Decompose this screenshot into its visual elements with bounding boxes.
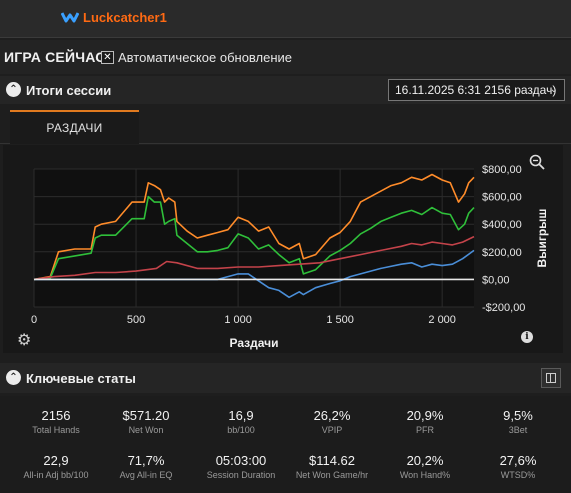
game-now-row: ИГРА СЕЙЧАС ✕ Автоматическое обновление bbox=[0, 40, 571, 74]
stat-value: 20,2% bbox=[406, 453, 444, 468]
x-tick-label: 1 500 bbox=[326, 314, 354, 326]
auto-update-checkbox[interactable]: ✕ bbox=[101, 51, 114, 64]
x-tick-label: 0 bbox=[31, 314, 37, 326]
stat-value: 2156 bbox=[41, 408, 71, 423]
stat-label: Net Won bbox=[128, 425, 164, 435]
key-stats-header: ⌃ Ключевые статы bbox=[0, 363, 571, 393]
y-tick-label: $400,00 bbox=[482, 219, 522, 231]
series-line-1 bbox=[33, 195, 475, 281]
collapse-stats-button[interactable]: ⌃ bbox=[6, 370, 21, 385]
y-tick-label: $0,00 bbox=[482, 274, 510, 286]
stat-value: 71,7% bbox=[127, 453, 165, 468]
gear-icon[interactable]: ⚙ bbox=[17, 332, 32, 349]
stat-value: 16,9 bbox=[228, 408, 254, 423]
stat-allin-adj: 22,9 All-in Adj bb/100 bbox=[9, 453, 103, 480]
stat-3bet: 9,5% 3Bet bbox=[471, 408, 565, 435]
plot-area bbox=[34, 169, 474, 307]
stat-label: All-in Adj bb/100 bbox=[23, 470, 89, 480]
stat-value: 9,5% bbox=[503, 408, 533, 423]
stat-value: 22,9 bbox=[43, 453, 69, 468]
stat-value: 26,2% bbox=[313, 408, 351, 423]
y-tick-label: $600,00 bbox=[482, 192, 522, 204]
stat-bb100: 16,9 bb/100 bbox=[194, 408, 288, 435]
session-select-value: 16.11.2025 6:31 2156 раздач) bbox=[395, 83, 557, 97]
chevron-down-icon: ⌄ bbox=[549, 84, 558, 95]
stat-total-hands: 2156 Total Hands bbox=[9, 408, 103, 435]
logo-icon bbox=[61, 12, 79, 23]
session-summary-title: Итоги сессии bbox=[26, 83, 112, 98]
stat-label: PFR bbox=[416, 425, 434, 435]
tab-strip: РАЗДАЧИ bbox=[0, 110, 571, 144]
y-axis-title: Выигрыш bbox=[535, 209, 549, 268]
x-tick-label: 2 000 bbox=[428, 314, 456, 326]
stat-label: VPIP bbox=[321, 425, 343, 435]
y-tick-label: $200,00 bbox=[482, 247, 522, 259]
key-stats-title: Ключевые статы bbox=[26, 371, 136, 386]
x-axis-title: Раздачи bbox=[230, 336, 279, 350]
stat-vpip: 26,2% VPIP bbox=[285, 408, 379, 435]
stat-value: 05:03:00 bbox=[215, 453, 267, 468]
stat-label: Total Hands bbox=[32, 425, 80, 435]
stat-label: bb/100 bbox=[227, 425, 255, 435]
x-tick-label: 500 bbox=[127, 314, 145, 326]
columns-layout-icon[interactable] bbox=[541, 368, 561, 388]
username[interactable]: Luckcatcher1 bbox=[83, 10, 167, 25]
key-stats-grid: 2156 Total Hands $571.20 Net Won 16,9 bb/10… bbox=[0, 396, 571, 493]
winnings-chart-panel: $800,00 $600,00 $400,00 $200,00 $0,00 -$200,0… bbox=[3, 145, 563, 353]
stat-value: $571.20 bbox=[122, 408, 170, 423]
top-bar: Luckcatcher1 bbox=[0, 0, 571, 38]
stat-net-won-hr: $114.62 Net Won Game/hr bbox=[285, 453, 379, 480]
series-line-0 bbox=[33, 173, 475, 281]
stat-session-duration: 05:03:00 Session Duration bbox=[194, 453, 288, 480]
stat-value: $114.62 bbox=[308, 453, 356, 468]
x-tick-label: 1 000 bbox=[224, 314, 252, 326]
series-line-2 bbox=[33, 235, 475, 281]
session-select[interactable]: 16.11.2025 6:31 2156 раздач) ⌄ bbox=[388, 79, 565, 101]
auto-update-label[interactable]: Автоматическое обновление bbox=[118, 50, 293, 65]
y-tick-label: $800,00 bbox=[482, 164, 522, 176]
stat-avg-allin-eq: 71,7% Avg All-in EQ bbox=[99, 453, 193, 480]
y-tick-label: -$200,00 bbox=[482, 302, 525, 314]
winnings-chart: $800,00 $600,00 $400,00 $200,00 $0,00 -$200,0… bbox=[31, 164, 549, 350]
stat-won-hand: 20,2% Won Hand% bbox=[378, 453, 472, 480]
stat-value: 27,6% bbox=[499, 453, 537, 468]
stat-value: 20,9% bbox=[406, 408, 444, 423]
info-icon[interactable]: i bbox=[521, 331, 533, 343]
stat-pfr: 20,9% PFR bbox=[378, 408, 472, 435]
stat-label: Avg All-in EQ bbox=[119, 470, 173, 480]
collapse-session-button[interactable]: ⌃ bbox=[6, 82, 21, 97]
zoom-icon[interactable] bbox=[529, 154, 545, 170]
stat-label: 3Bet bbox=[508, 425, 528, 435]
stat-label: Net Won Game/hr bbox=[295, 470, 369, 480]
stat-net-won: $571.20 Net Won bbox=[99, 408, 193, 435]
stat-label: Won Hand% bbox=[399, 470, 451, 480]
stat-wtsd: 27,6% WTSD% bbox=[471, 453, 565, 480]
tab-hands[interactable]: РАЗДАЧИ bbox=[10, 110, 139, 144]
stat-label: WTSD% bbox=[500, 470, 536, 480]
page-title: ИГРА СЕЙЧАС bbox=[4, 49, 106, 65]
stat-label: Session Duration bbox=[206, 470, 276, 480]
